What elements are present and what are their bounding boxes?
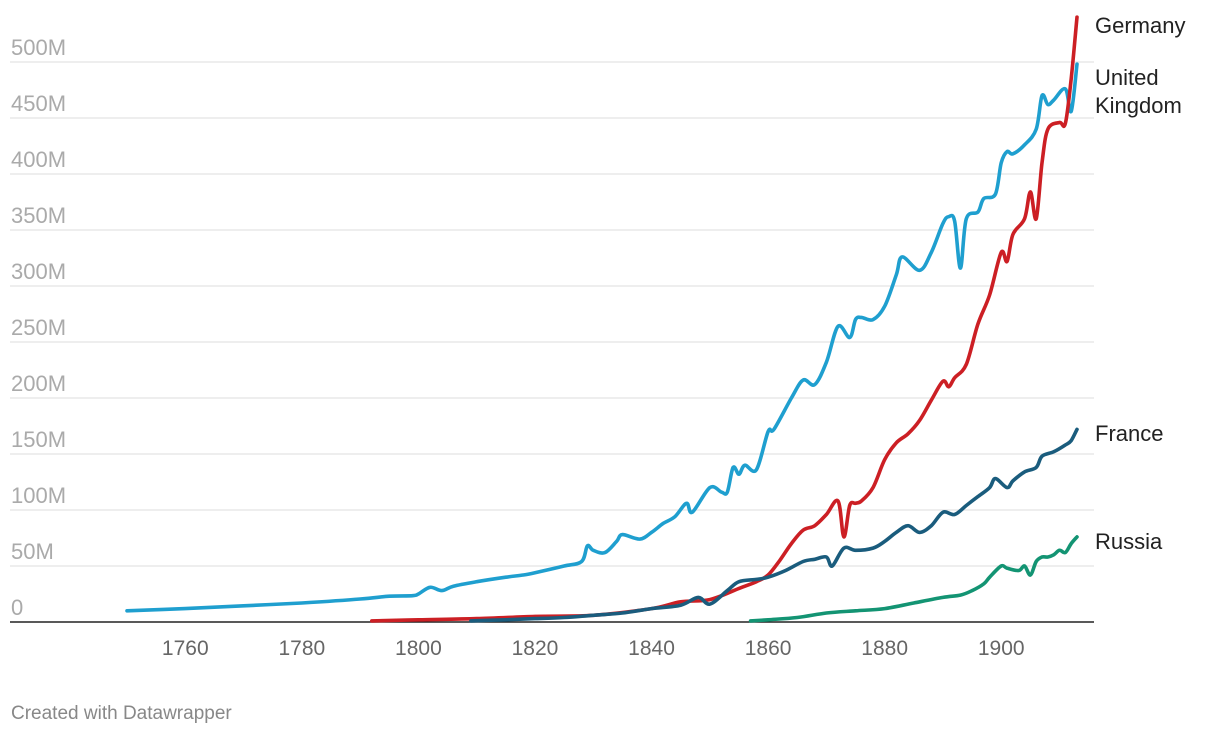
y-tick-label: 150M (11, 427, 66, 452)
x-tick-label: 1780 (278, 637, 325, 660)
series-line-united-kingdom (125, 62, 1079, 613)
y-tick-label: 0 (11, 595, 23, 620)
x-axis-labels: 1760 1780 1800 1820 1840 1860 1880 1900 (162, 637, 1025, 660)
series-labels: United Kingdom Germany France Russia (1095, 13, 1185, 554)
x-tick-label: 1900 (978, 637, 1025, 660)
series-lines (125, 15, 1079, 623)
x-tick-label: 1880 (861, 637, 908, 660)
line-chart: 0 50M 100M 150M 200M 250M 300M 350M 400M 450M 500M… (10, 13, 1185, 660)
y-tick-label: 450M (11, 91, 66, 116)
series-label-russia: Russia (1095, 529, 1163, 554)
y-tick-label: 50M (11, 539, 54, 564)
series-line-russia (748, 535, 1079, 623)
y-tick-label: 350M (11, 203, 66, 228)
x-tick-label: 1820 (512, 637, 559, 660)
series-line-france (469, 427, 1079, 623)
x-tick-label: 1760 (162, 637, 209, 660)
y-tick-label: 200M (11, 371, 66, 396)
credit-note: Created with Datawrapper (11, 703, 232, 724)
x-tick-label: 1800 (395, 637, 442, 660)
series-line-germany (370, 15, 1079, 623)
y-axis-labels: 0 50M 100M 150M 200M 250M 300M 350M 400M 450M 500M (11, 35, 66, 620)
series-label-united-kingdom: United Kingdom (1095, 65, 1182, 118)
y-tick-label: 100M (11, 483, 66, 508)
series-label-france: France (1095, 421, 1163, 446)
y-tick-label: 300M (11, 259, 66, 284)
x-tick-label: 1840 (628, 637, 675, 660)
y-tick-label: 250M (11, 315, 66, 340)
y-tick-label: 400M (11, 147, 66, 172)
x-tick-label: 1860 (745, 637, 792, 660)
gridlines (10, 61, 1094, 623)
series-label-germany: Germany (1095, 13, 1185, 38)
y-tick-label: 500M (11, 35, 66, 60)
